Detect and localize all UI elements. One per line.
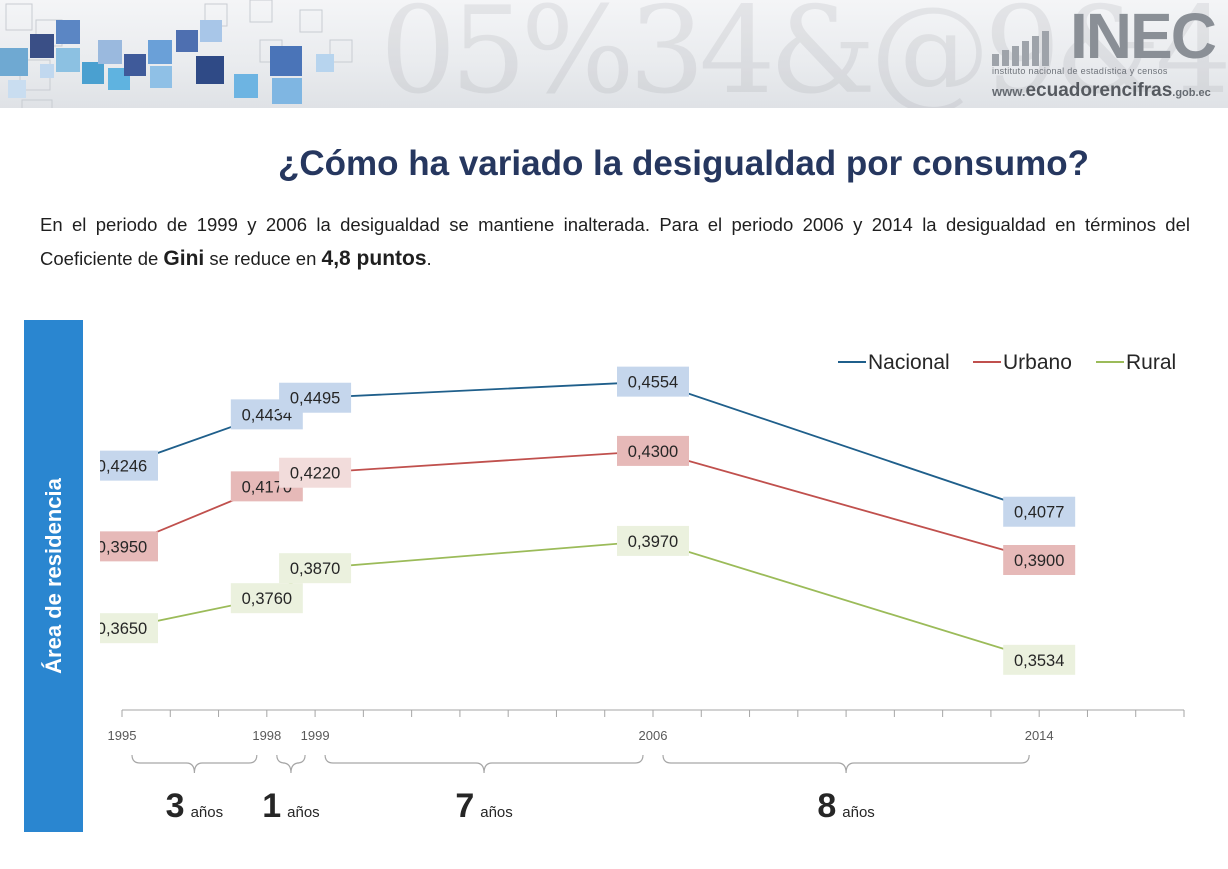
- data-label-text: 0,3950: [100, 538, 147, 556]
- interval-unit: años: [480, 804, 513, 821]
- data-label-text: 0,4495: [290, 390, 340, 408]
- x-tick-label: 1995: [108, 728, 137, 743]
- summary-bold-points: 4,8 puntos: [321, 247, 427, 270]
- interval-label: 7 años: [455, 787, 512, 825]
- data-label-text: 0,3970: [628, 533, 678, 551]
- data-label-box: [1003, 545, 1076, 575]
- legend-label: Nacional: [868, 351, 950, 374]
- interval-label: 3 años: [166, 787, 223, 825]
- data-label-rural: 0,3870: [279, 553, 352, 584]
- logo-name: INEC: [1070, 0, 1217, 72]
- legend-label: Urbano: [1003, 351, 1072, 374]
- data-label-box: [1003, 496, 1076, 527]
- data-label-text: 0,3870: [290, 560, 340, 578]
- interval-brace: 3 años: [131, 754, 258, 825]
- brace-path: [324, 754, 644, 774]
- brace-path: [131, 754, 258, 774]
- data-label-box: [279, 457, 352, 488]
- page-title: ¿Cómo ha variado la desigualdad por cons…: [278, 144, 1089, 183]
- data-label-text: 0,4246: [100, 458, 147, 476]
- interval-label: 8 años: [817, 787, 874, 825]
- data-label-box: [230, 583, 303, 614]
- summary-part2: se reduce en: [204, 248, 322, 269]
- data-label-rural: 0,3970: [617, 525, 689, 556]
- header-banner: 05%34&@9&4 INEC instituto nacional de es…: [0, 0, 1228, 108]
- data-label-urbano: 0,3950: [100, 531, 158, 562]
- interval-brace: 7 años: [324, 754, 644, 825]
- side-panel: Área de residencia: [24, 320, 83, 832]
- legend-item-rural: Rural: [1096, 351, 1176, 374]
- brace-path: [276, 754, 306, 774]
- data-label-nacional: 0,4495: [279, 382, 352, 413]
- summary-text: En el periodo de 1999 y 2006 la desigual…: [40, 208, 1190, 276]
- url-prefix: www.: [992, 84, 1026, 99]
- data-label-text: 0,3900: [1014, 552, 1064, 570]
- data-label-urbano: 0,4220: [279, 457, 352, 488]
- x-tick-label: 1998: [252, 728, 281, 743]
- x-tick-label: 2014: [1025, 728, 1054, 743]
- website-url[interactable]: www.ecuadorencifras.gob.ec: [992, 80, 1211, 102]
- data-label-text: 0,4077: [1014, 504, 1064, 522]
- data-label-rural: 0,3760: [230, 583, 303, 614]
- interval-braces: 3 años 1 años 7 años 8 años: [131, 754, 1030, 825]
- data-label-text: 0,4300: [628, 443, 678, 461]
- data-label-nacional: 0,4554: [617, 366, 689, 397]
- url-main: ecuadorencifras: [1025, 80, 1173, 101]
- interval-unit: años: [842, 804, 875, 821]
- url-suffix: .gob.ec: [1172, 87, 1211, 99]
- gini-line-chart: Nacional Urbano Rural 0,42460,44340,44950,…: [100, 351, 1185, 825]
- bar-chart-icon: [992, 31, 1049, 66]
- data-label-urbano: 0,3900: [1003, 545, 1076, 575]
- data-label-nacional: 0,4077: [1003, 496, 1076, 527]
- data-label-nacional: 0,4246: [100, 450, 158, 481]
- interval-years: 1: [262, 787, 281, 825]
- x-axis: 1995 1998 1999 2006 2014: [108, 709, 1185, 743]
- data-label-text: 0,3650: [100, 620, 147, 638]
- side-panel-label: Área de residencia: [40, 478, 66, 674]
- interval-brace: 1 años: [262, 754, 320, 825]
- interval-label: 1 años: [262, 787, 319, 825]
- cube-pattern-decoration: [0, 0, 353, 108]
- data-label-box: [279, 553, 352, 584]
- data-label-rural: 0,3534: [1003, 644, 1076, 675]
- interval-unit: años: [287, 804, 320, 821]
- data-labels: 0,42460,44340,44950,45540,40770,39500,41…: [100, 366, 1076, 675]
- interval-years: 8: [817, 787, 836, 825]
- interval-unit: años: [191, 804, 224, 821]
- interval-brace: 8 años: [662, 754, 1030, 825]
- data-label-box: [617, 366, 689, 397]
- inec-logo: INEC instituto nacional de estadística y…: [986, 0, 1222, 102]
- data-label-box: [279, 382, 352, 413]
- data-label-text: 0,4554: [628, 374, 678, 392]
- summary-bold-gini: Gini: [163, 247, 205, 270]
- summary-part3: .: [426, 248, 432, 269]
- x-tick-label: 2006: [639, 728, 668, 743]
- summary-part1: En el periodo de 1999 y 2006 la desigual…: [40, 214, 1190, 269]
- data-label-box: [100, 450, 158, 481]
- data-label-text: 0,3534: [1014, 652, 1064, 670]
- interval-years: 7: [455, 787, 474, 825]
- data-label-box: [1003, 644, 1076, 675]
- legend-item-urbano: Urbano: [973, 351, 1072, 374]
- brace-path: [662, 754, 1030, 774]
- x-tick-label: 1999: [301, 728, 330, 743]
- series-line-urbano: [121, 450, 1040, 561]
- decorative-numbers: 05%34&@9&4: [380, 0, 1228, 108]
- legend-label: Rural: [1126, 351, 1176, 374]
- legend-item-nacional: Nacional: [838, 351, 950, 374]
- data-label-box: [100, 531, 158, 562]
- data-label-text: 0,4220: [290, 465, 340, 483]
- data-label-urbano: 0,4300: [617, 435, 689, 466]
- data-label-text: 0,3760: [242, 590, 292, 608]
- chart-legend: Nacional Urbano Rural: [838, 351, 1176, 374]
- interval-years: 3: [166, 787, 185, 825]
- data-label-box: [100, 613, 158, 644]
- data-label-box: [617, 525, 689, 556]
- logo-subtitle: instituto nacional de estadística y cens…: [992, 66, 1168, 76]
- data-label-rural: 0,3650: [100, 613, 158, 644]
- data-label-box: [617, 435, 689, 466]
